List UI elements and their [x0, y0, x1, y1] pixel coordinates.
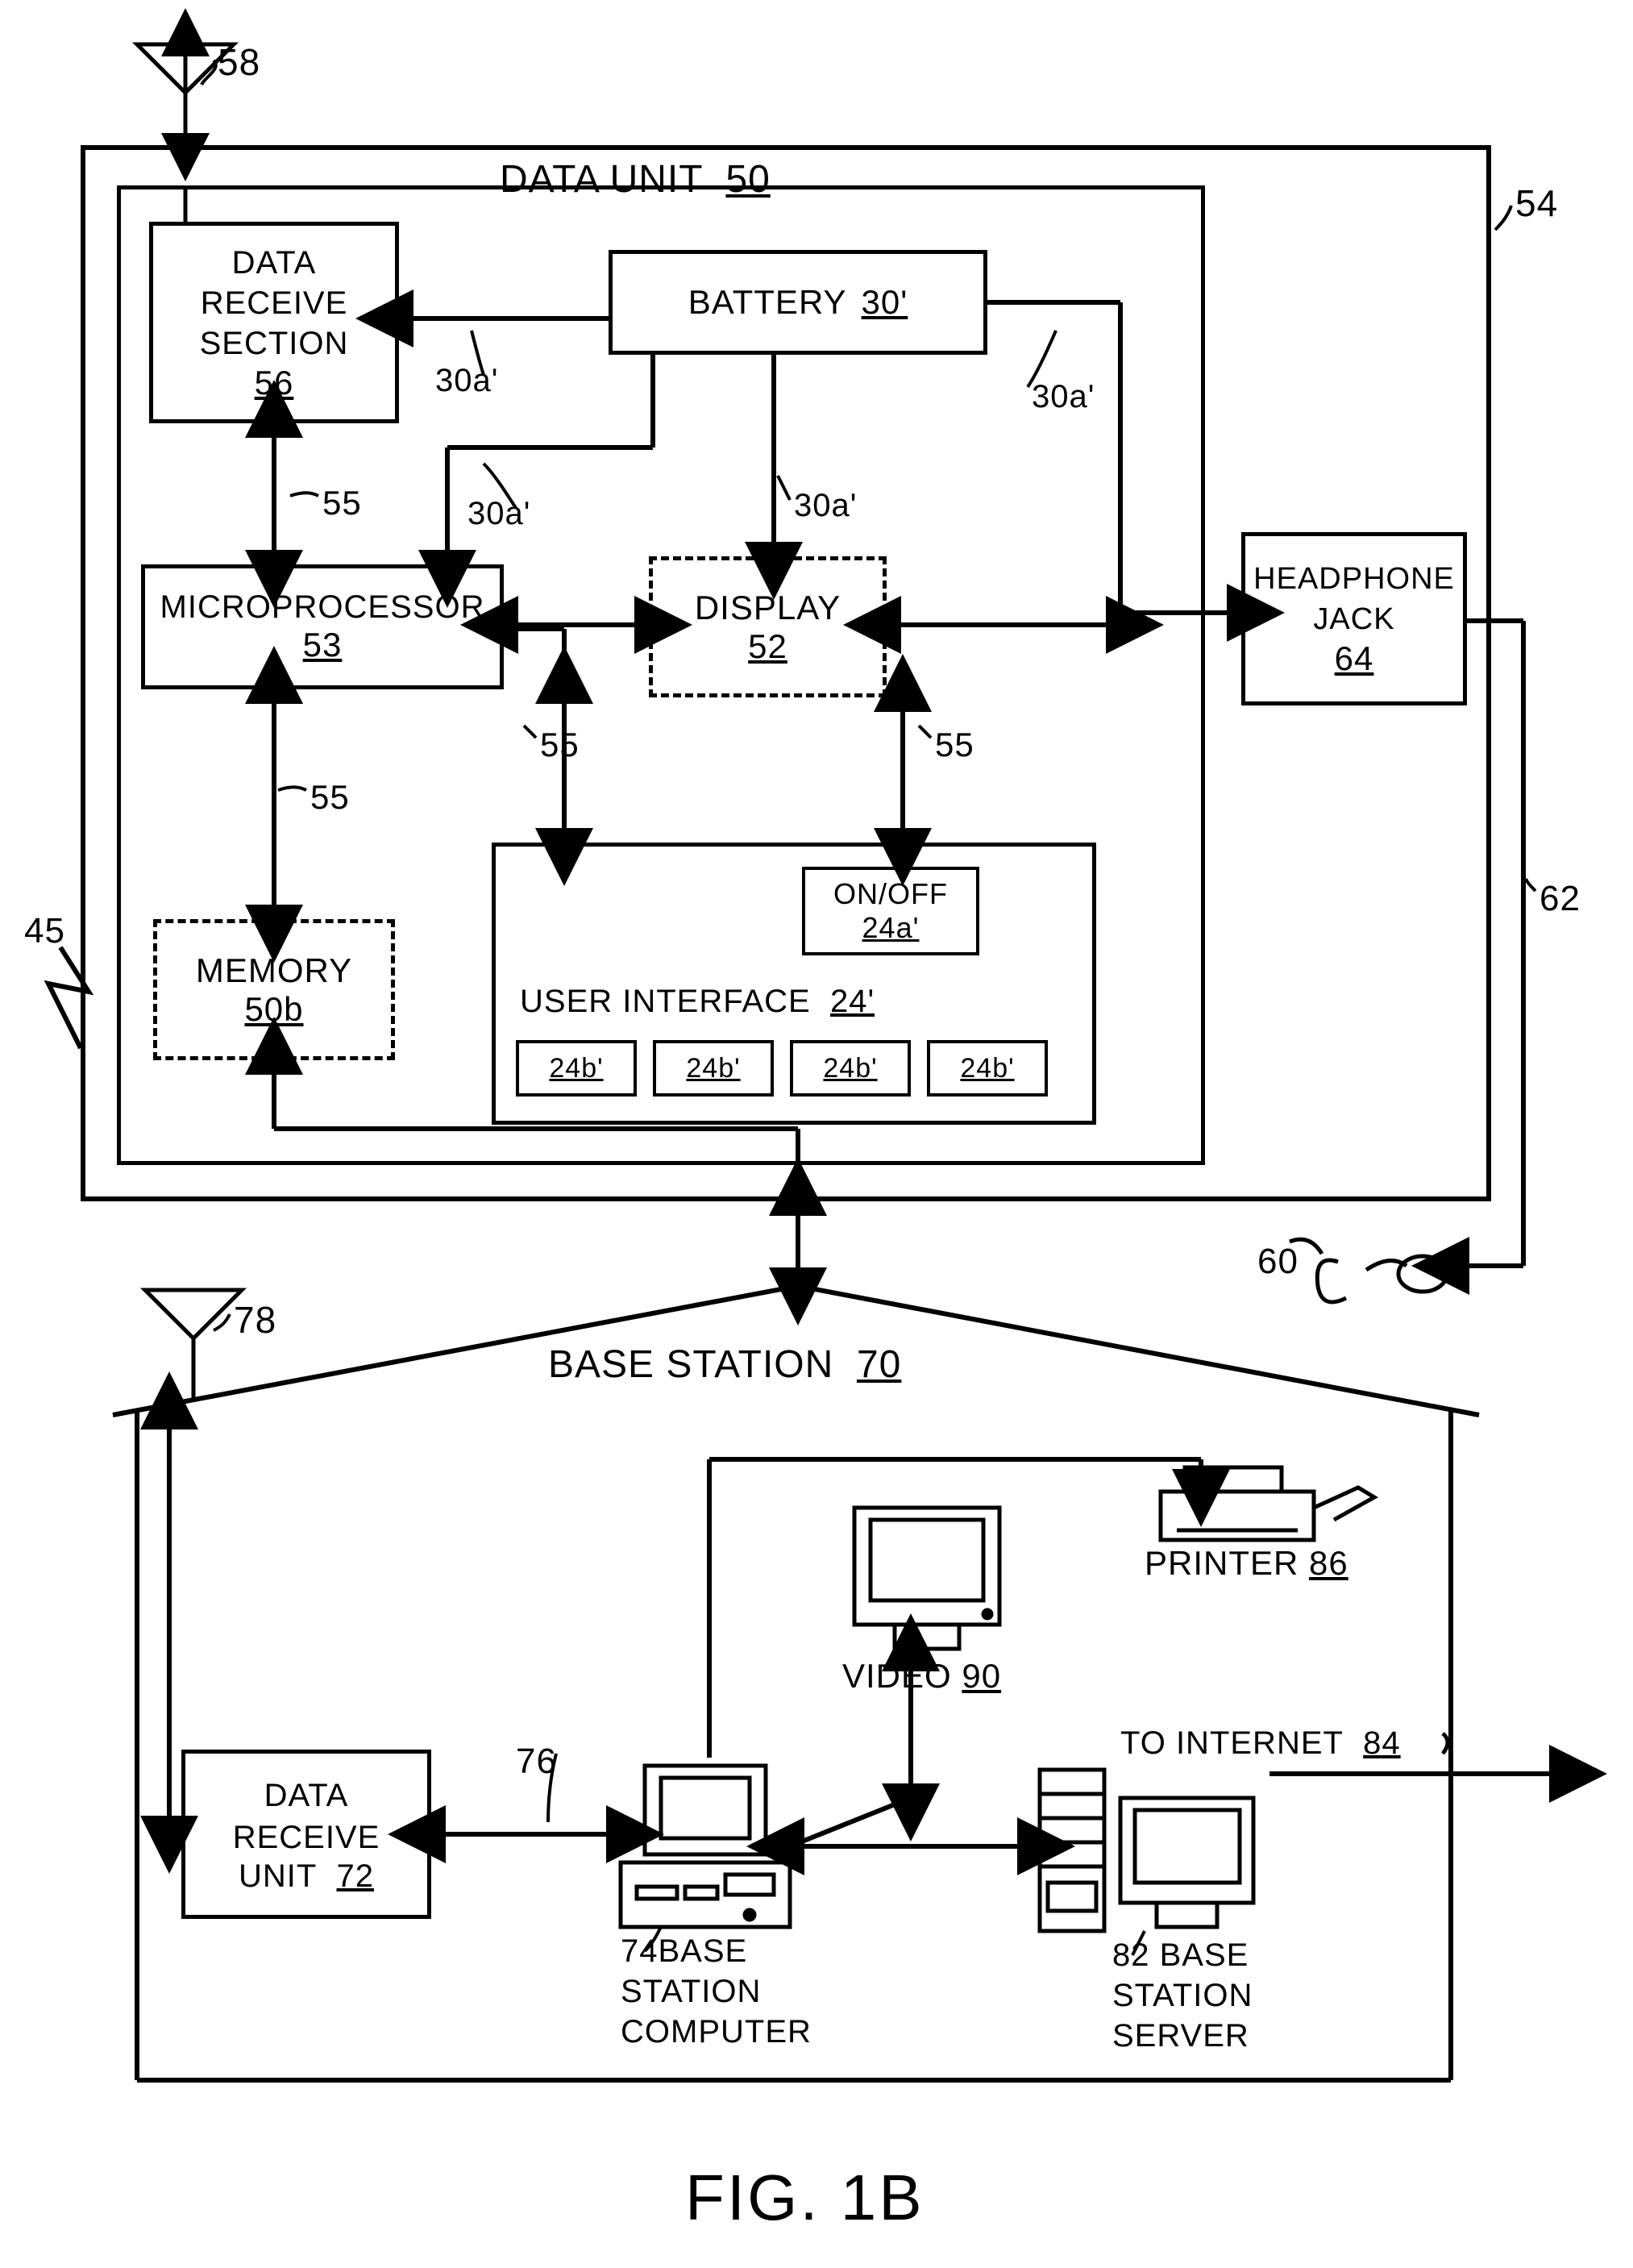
ref-30prime: 30': [862, 283, 908, 322]
ui-btn-2: 24b': [653, 1040, 774, 1097]
block-user-interface: ON/OFF 24a' USER INTERFACE 24' 24b' 24b'…: [492, 843, 1096, 1125]
ref-45: 45: [24, 911, 65, 951]
server-icon: [1040, 1770, 1253, 1931]
ref-55-a: 55: [322, 484, 362, 522]
block-data-receive-unit: DATARECEIVE UNIT 72: [181, 1750, 431, 1919]
data-unit-title: DATA UNIT 50: [500, 157, 771, 202]
ref-30a-2: 30a': [467, 496, 530, 532]
data-unit-ref: 50: [725, 158, 770, 201]
display-label: DISPLAY: [695, 589, 841, 627]
block-data-receive-section: DATARECEIVESECTION 56: [149, 222, 399, 423]
ui-title: USER INTERFACE 24': [520, 984, 875, 1020]
onoff-label: ON/OFF: [833, 877, 948, 911]
ref-30a-1: 30a': [435, 363, 498, 399]
printer-icon: [1161, 1467, 1374, 1540]
block-display: DISPLAY 52: [649, 556, 887, 697]
block-memory: MEMORY 50b: [153, 919, 395, 1060]
printer-label: PRINTER 86: [1145, 1544, 1348, 1583]
ref-58: 58: [218, 40, 260, 84]
ref-24a: 24a': [862, 911, 920, 945]
ref-78: 78: [234, 1298, 276, 1342]
ref-72: 72: [337, 1858, 375, 1894]
onoff-button: ON/OFF 24a': [802, 867, 979, 955]
ref-60: 60: [1257, 1242, 1299, 1282]
ref-56: 56: [255, 364, 294, 402]
figure-canvas: DATA UNIT 50 54 58 DATARECEIVESECTION 56…: [0, 0, 1633, 2268]
memory-label: MEMORY: [196, 951, 352, 990]
ref-55-c: 55: [540, 726, 580, 764]
block-microprocessor: MICROPROCESSOR 53: [141, 564, 504, 689]
video-label: VIDEO 90: [842, 1657, 1001, 1696]
ref-76: 76: [516, 1742, 557, 1782]
ui-btn-1: 24b': [516, 1040, 637, 1097]
base-station-server-label: 82 BASE STATION SERVER: [1112, 1935, 1338, 2056]
base-station-computer-label: 74 BASE STATION COMPUTER: [621, 1931, 846, 2052]
battery-label: BATTERY: [688, 283, 847, 322]
ref-30a-4: 30a': [1032, 379, 1095, 415]
ui-btn-3: 24b': [790, 1040, 911, 1097]
figure-caption: FIG. 1B: [685, 2161, 925, 2235]
block-battery: BATTERY 30': [609, 250, 987, 355]
video-icon: [854, 1508, 999, 1649]
base-station-title: BASE STATION 70: [548, 1342, 901, 1387]
ref-62: 62: [1540, 879, 1581, 919]
microprocessor-label: MICROPROCESSOR: [160, 589, 485, 626]
block-headphone-jack: HEADPHONEJACK 64: [1241, 532, 1467, 705]
to-internet-label: TO INTERNET 84: [1120, 1725, 1401, 1762]
ui-btn-4: 24b': [927, 1040, 1048, 1097]
computer-icon: [621, 1766, 790, 1927]
ref-64: 64: [1335, 639, 1374, 678]
ref-30a-3: 30a': [794, 488, 857, 524]
ref-50b: 50b: [244, 990, 303, 1029]
ref-55-b: 55: [310, 778, 350, 817]
ref-55-d: 55: [935, 726, 974, 764]
ref-53: 53: [303, 626, 343, 664]
data-unit-title-text: DATA UNIT: [500, 158, 703, 201]
ref-54: 54: [1515, 181, 1558, 225]
ref-52: 52: [748, 627, 787, 666]
